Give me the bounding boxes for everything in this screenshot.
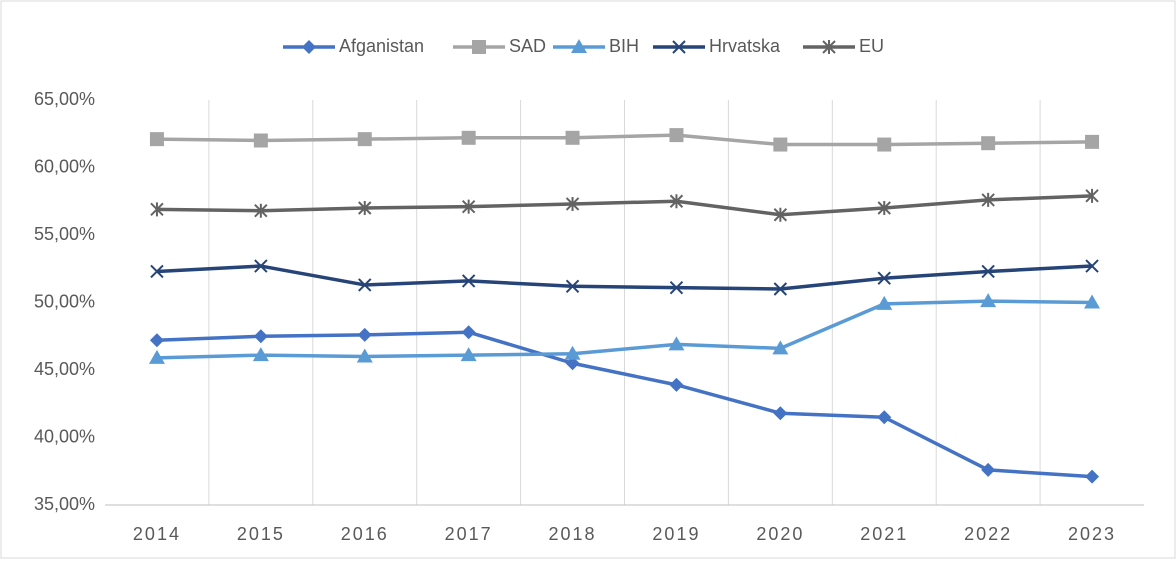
x-tick-label: 2019	[652, 524, 700, 544]
marker	[981, 264, 995, 279]
marker	[358, 278, 372, 292]
legend-item: BIH	[553, 36, 639, 56]
series-line	[156, 264, 1093, 291]
marker	[669, 128, 684, 143]
marker	[461, 274, 476, 288]
series-line	[156, 299, 1093, 360]
marker	[461, 325, 476, 340]
legend-item: EU	[803, 36, 884, 56]
x-tick-label: 2017	[445, 524, 493, 544]
marker	[877, 137, 892, 152]
y-tick-label: 40,00%	[34, 426, 95, 446]
marker	[669, 280, 684, 295]
y-tick-label: 65,00%	[34, 89, 95, 109]
marker	[1085, 469, 1100, 484]
marker	[254, 259, 268, 273]
marker	[358, 201, 372, 215]
series-line	[156, 330, 1093, 479]
marker	[669, 194, 684, 209]
y-tick-label: 35,00%	[34, 494, 95, 514]
marker	[150, 202, 164, 217]
marker	[773, 207, 788, 222]
legend-item: Hrvatska	[653, 36, 781, 56]
marker	[981, 136, 996, 151]
y-tick-label: 55,00%	[34, 224, 95, 244]
marker	[773, 406, 788, 421]
marker	[564, 345, 581, 360]
marker	[773, 137, 788, 152]
marker	[150, 264, 164, 279]
marker	[1085, 188, 1099, 203]
x-tick-label: 2015	[237, 524, 285, 544]
marker	[460, 347, 477, 362]
marker	[461, 130, 476, 145]
marker	[876, 295, 893, 310]
marker	[357, 132, 372, 147]
marker	[356, 348, 373, 363]
x-tick-label: 2023	[1068, 524, 1116, 544]
series-line	[156, 133, 1093, 147]
marker	[668, 336, 685, 351]
marker	[149, 132, 164, 147]
marker	[565, 279, 580, 294]
marker	[822, 40, 836, 54]
marker	[357, 327, 372, 342]
x-tick-label: 2014	[133, 524, 181, 544]
marker	[1085, 134, 1100, 149]
marker	[877, 410, 892, 425]
legend-label: Afganistan	[339, 36, 424, 56]
y-tick-label: 60,00%	[34, 156, 95, 176]
marker	[877, 201, 891, 215]
marker	[981, 192, 995, 207]
marker	[149, 333, 164, 348]
legend-item: SAD	[453, 36, 546, 56]
marker	[461, 199, 476, 214]
marker	[252, 347, 269, 362]
marker	[571, 39, 587, 53]
marker	[565, 130, 580, 145]
marker	[669, 377, 684, 392]
marker	[253, 329, 268, 344]
x-tick-label: 2016	[341, 524, 389, 544]
marker	[877, 271, 891, 285]
x-tick-label: 2018	[549, 524, 597, 544]
marker	[253, 133, 268, 148]
x-tick-label: 2021	[860, 524, 908, 544]
y-tick-label: 45,00%	[34, 359, 95, 379]
legend-label: BIH	[609, 36, 639, 56]
marker	[772, 340, 789, 355]
legend-label: SAD	[509, 36, 546, 56]
legend-label: EU	[859, 36, 884, 56]
marker	[980, 293, 997, 308]
x-tick-label: 2022	[964, 524, 1012, 544]
marker	[672, 40, 686, 54]
series-line	[156, 194, 1093, 217]
marker	[773, 282, 788, 296]
marker	[148, 349, 165, 364]
x-tick-label: 2020	[756, 524, 804, 544]
legend-label: Hrvatska	[709, 36, 781, 56]
marker	[981, 462, 996, 477]
marker	[254, 203, 268, 218]
marker	[472, 40, 486, 54]
marker	[302, 40, 316, 54]
marker	[1085, 259, 1099, 273]
legend-item: Afganistan	[283, 36, 424, 56]
marker	[1084, 294, 1101, 309]
marker	[565, 196, 580, 211]
y-tick-label: 50,00%	[34, 291, 95, 311]
